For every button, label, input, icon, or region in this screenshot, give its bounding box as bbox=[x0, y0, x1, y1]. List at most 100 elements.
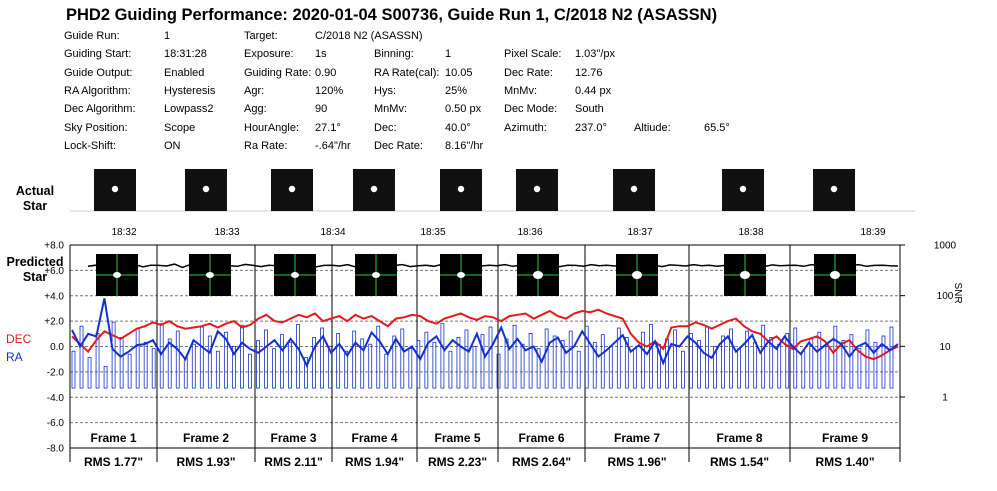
info-value: 1s bbox=[315, 48, 327, 61]
snr-bar bbox=[584, 325, 589, 389]
info-value: 0.50 px bbox=[445, 103, 482, 116]
snr-bar bbox=[336, 332, 341, 389]
info-value: South bbox=[575, 103, 604, 116]
predicted-star-dot bbox=[830, 271, 840, 279]
snr-bar bbox=[616, 327, 621, 389]
snr-bar bbox=[713, 345, 717, 389]
y-tick-label: -8.0 bbox=[47, 444, 65, 455]
info-label: Guide Run: bbox=[64, 30, 120, 42]
snr-bar bbox=[472, 345, 477, 389]
snr-bar bbox=[183, 357, 188, 389]
y-tick-label: +4.0 bbox=[44, 291, 64, 302]
info-value: 1 bbox=[164, 30, 171, 42]
snr-bar bbox=[408, 348, 413, 389]
snr-bar bbox=[416, 340, 421, 389]
snr-bar bbox=[648, 324, 653, 389]
info-label: Agg: bbox=[244, 103, 267, 116]
snr-bar bbox=[464, 329, 469, 389]
snr-bar bbox=[223, 331, 228, 389]
snr-bar bbox=[256, 340, 260, 389]
snr-bar bbox=[376, 325, 381, 389]
info-label: Guiding Start: bbox=[64, 48, 132, 61]
snr-bar bbox=[392, 335, 397, 389]
snr-bar bbox=[111, 321, 116, 389]
snr-bar bbox=[456, 337, 461, 389]
snr-bar bbox=[673, 329, 677, 389]
actual-star-dot bbox=[111, 185, 119, 193]
snr-bar bbox=[191, 343, 196, 389]
predicted-star-label-line2: Star bbox=[22, 270, 48, 284]
actual-star-dot bbox=[370, 185, 378, 193]
actual-star-dot bbox=[288, 185, 296, 193]
snr-bar bbox=[368, 343, 373, 389]
snr-bar bbox=[175, 330, 180, 389]
info-value: 25% bbox=[445, 84, 468, 97]
frame-label: Frame 2 bbox=[183, 431, 229, 445]
frame-rms-label: RMS 2.23" bbox=[428, 455, 487, 469]
snr-bar bbox=[817, 331, 822, 389]
snr-bar bbox=[705, 326, 709, 389]
info-label: HourAngle: bbox=[244, 121, 300, 134]
time-tick-label: 18:35 bbox=[420, 227, 445, 238]
info-label: Lock-Shift: bbox=[64, 139, 116, 152]
snr-tick-label: 1 bbox=[942, 393, 948, 404]
actual-star-dot bbox=[533, 185, 541, 193]
actual-star-dot bbox=[630, 185, 638, 193]
y-tick-label: 0.0 bbox=[50, 342, 64, 353]
frame-label: Frame 3 bbox=[270, 431, 316, 445]
snr-bar bbox=[624, 337, 629, 389]
info-value: Scope bbox=[164, 121, 196, 134]
frame-label: Frame 7 bbox=[614, 431, 660, 445]
info-label: Guiding Rate: bbox=[244, 66, 312, 79]
frame-rms-label: RMS 1.93" bbox=[176, 455, 235, 469]
info-label: Azimuth: bbox=[504, 121, 547, 134]
snr-bar bbox=[151, 348, 156, 389]
info-value: -.64"/hr bbox=[315, 139, 351, 152]
snr-bar bbox=[745, 330, 750, 389]
snr-bar bbox=[240, 324, 244, 389]
info-label: RA Rate(cal): bbox=[374, 66, 440, 79]
snr-bar bbox=[288, 341, 292, 389]
actual-star-dot bbox=[202, 185, 210, 193]
frame-rms-label: RMS 2.11" bbox=[264, 455, 322, 469]
snr-bar bbox=[103, 366, 108, 389]
info-label: Target: bbox=[244, 30, 278, 42]
snr-bar bbox=[79, 325, 84, 389]
snr-bar bbox=[167, 338, 172, 389]
page-title: PHD2 Guiding Performance: 2020-01-04 S00… bbox=[66, 6, 718, 24]
info-value: C/2018 N2 (ASASSN) bbox=[315, 30, 423, 42]
snr-bar bbox=[71, 350, 76, 389]
snr-tick-label: 1000 bbox=[934, 241, 957, 252]
snr-bar bbox=[592, 341, 597, 389]
snr-bar bbox=[801, 350, 806, 389]
time-tick-label: 18:36 bbox=[517, 227, 542, 238]
snr-bar bbox=[721, 335, 725, 389]
info-value: 0.90 bbox=[315, 66, 337, 79]
info-label: Guide Output: bbox=[64, 66, 133, 79]
frame-label: Frame 8 bbox=[716, 431, 762, 445]
info-value: 8.16"/hr bbox=[445, 139, 484, 152]
snr-bar bbox=[384, 353, 389, 389]
actual-star-dot bbox=[739, 185, 747, 193]
info-label: Sky Position: bbox=[64, 121, 128, 134]
info-label: Dec Rate: bbox=[374, 139, 423, 152]
y-tick-label: +6.0 bbox=[44, 266, 64, 277]
snr-bar bbox=[488, 326, 493, 389]
snr-bar bbox=[312, 337, 316, 389]
snr-bar bbox=[199, 326, 204, 389]
y-tick-label: -6.0 bbox=[47, 418, 65, 429]
snr-bar bbox=[280, 334, 284, 389]
frame-label: Frame 6 bbox=[518, 431, 564, 445]
snr-bar bbox=[600, 334, 605, 389]
info-value: 120% bbox=[315, 84, 344, 97]
predicted-star-label-line1: Predicted bbox=[6, 255, 64, 269]
frame-rms-label: RMS 1.77" bbox=[84, 455, 143, 469]
actual-star-dot bbox=[830, 185, 838, 193]
actual-star-dot bbox=[457, 185, 465, 193]
snr-bar bbox=[536, 348, 541, 389]
info-label: Dec: bbox=[374, 121, 397, 134]
snr-bar bbox=[159, 323, 164, 389]
info-value: 10.05 bbox=[445, 66, 473, 79]
actual-star-label: Actual Star bbox=[4, 184, 66, 214]
snr-bar bbox=[344, 350, 349, 389]
